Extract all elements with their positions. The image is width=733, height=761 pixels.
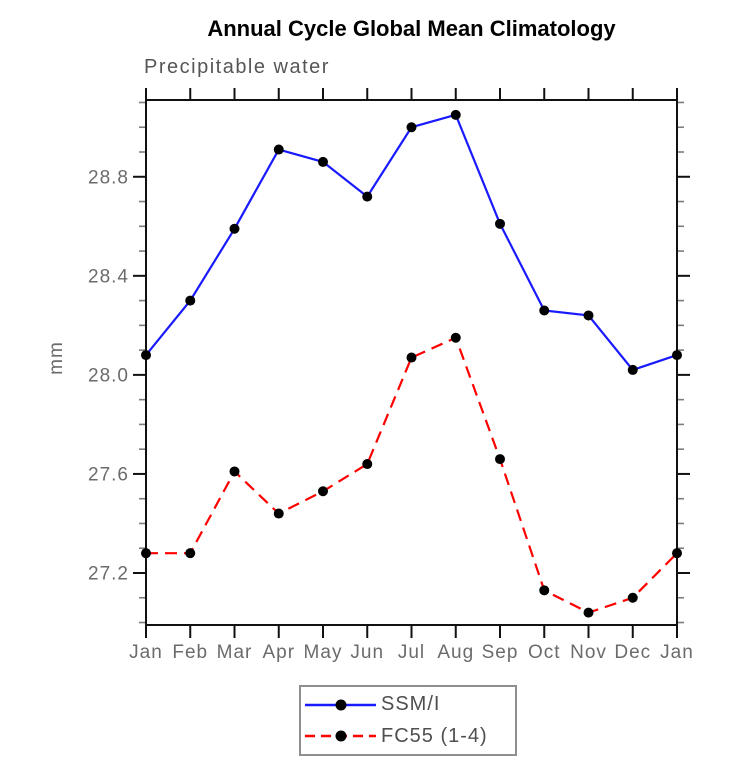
x-tick-label: Feb [172, 642, 208, 663]
data-point-marker [229, 223, 240, 234]
y-tick-label: 27.6 [88, 464, 129, 485]
y-tick-label: 28.0 [88, 365, 129, 386]
data-point-marker [495, 454, 505, 465]
x-tick-label: Jul [398, 642, 425, 663]
x-tick-label: Mar [217, 642, 253, 663]
series-line-fc55 [146, 336, 678, 614]
x-tick-label: May [304, 642, 343, 663]
data-point-marker [406, 122, 417, 133]
y-tick-label: 27.2 [88, 563, 129, 584]
data-point-marker [627, 364, 638, 375]
legend-item-fc55: FC55 (1-4) [304, 721, 515, 751]
y-axis-label: mm [46, 341, 67, 375]
chart-subtitle: Precipitable water [144, 56, 330, 78]
plot-border [145, 99, 678, 626]
x-tick-label: Aug [437, 642, 474, 663]
data-point-marker [273, 144, 284, 155]
data-point-marker [318, 486, 328, 497]
x-tick-label: Jan [129, 642, 163, 663]
data-point-marker [672, 548, 682, 559]
legend-line-sample-solid [305, 699, 376, 711]
data-point-marker [672, 350, 682, 361]
x-tick-label: Sep [482, 642, 519, 663]
chart-title: Annual Cycle Global Mean Climatology [207, 16, 616, 41]
data-point-marker [185, 548, 196, 559]
data-point-marker [583, 607, 594, 618]
data-point-marker [229, 466, 240, 477]
x-tick-label: Oct [528, 642, 561, 663]
data-point-marker [141, 350, 151, 361]
legend-label-fc55: FC55 (1-4) [381, 724, 488, 747]
data-point-marker [450, 332, 461, 343]
data-point-marker [185, 295, 196, 306]
legend-item-ssmi: SSM/I [304, 690, 515, 720]
data-point-marker [362, 459, 373, 470]
data-point-marker [627, 592, 638, 603]
x-tick-label: Jan [660, 642, 694, 663]
data-point-marker [583, 310, 594, 321]
data-point-marker [406, 352, 417, 363]
data-point-marker [539, 585, 550, 596]
data-point-marker [495, 218, 505, 229]
chart-legend: SSM/I FC55 (1-4) [299, 685, 517, 756]
data-point-marker [141, 548, 151, 559]
legend-line-sample-dashed [305, 730, 376, 742]
series-line-ssmi [145, 113, 678, 372]
data-point-marker [539, 305, 550, 316]
data-point-marker [273, 508, 284, 519]
y-tick-label: 28.4 [88, 266, 129, 287]
legend-label-ssmi: SSM/I [381, 693, 441, 716]
data-point-marker [318, 156, 328, 167]
x-tick-label: Apr [262, 642, 295, 663]
x-tick-label: Jun [350, 642, 384, 663]
x-tick-label: Dec [614, 642, 651, 663]
y-tick-label: 28.8 [88, 167, 129, 188]
x-tick-label: Nov [570, 642, 607, 663]
data-point-marker [362, 191, 373, 202]
data-point-marker [450, 109, 461, 120]
